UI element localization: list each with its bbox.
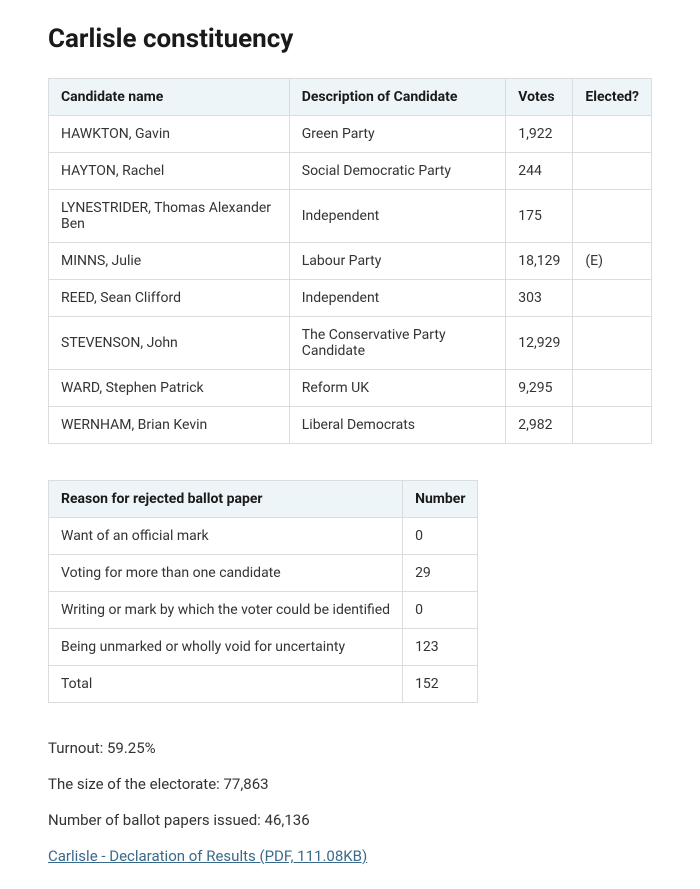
ballots-text: Number of ballot papers issued: 46,136: [48, 811, 652, 829]
table-cell: 12,929: [506, 317, 573, 370]
table-cell: Labour Party: [289, 243, 506, 280]
table-cell: [573, 153, 652, 190]
table-row: Voting for more than one candidate29: [49, 555, 478, 592]
table-cell: 123: [403, 629, 478, 666]
table-cell: Being unmarked or wholly void for uncert…: [49, 629, 403, 666]
table-cell: 0: [403, 592, 478, 629]
table-cell: 2,982: [506, 407, 573, 444]
table-cell: HAYTON, Rachel: [49, 153, 290, 190]
table-cell: 29: [403, 555, 478, 592]
table-cell: (E): [573, 243, 652, 280]
table-cell: [573, 407, 652, 444]
table-cell: 303: [506, 280, 573, 317]
col-description: Description of Candidate: [289, 79, 506, 116]
results-table: Candidate name Description of Candidate …: [48, 78, 652, 444]
table-cell: [573, 190, 652, 243]
table-row: Want of an official mark0: [49, 518, 478, 555]
table-cell: Total: [49, 666, 403, 703]
table-row: Writing or mark by which the voter could…: [49, 592, 478, 629]
table-cell: Green Party: [289, 116, 506, 153]
col-reason: Reason for rejected ballot paper: [49, 481, 403, 518]
rejected-ballots-table: Reason for rejected ballot paper Number …: [48, 480, 478, 703]
table-cell: Voting for more than one candidate: [49, 555, 403, 592]
table-cell: 175: [506, 190, 573, 243]
results-header-row: Candidate name Description of Candidate …: [49, 79, 652, 116]
table-row: WARD, Stephen PatrickReform UK9,295: [49, 370, 652, 407]
table-row: Being unmarked or wholly void for uncert…: [49, 629, 478, 666]
table-row: HAWKTON, GavinGreen Party1,922: [49, 116, 652, 153]
table-row: HAYTON, RachelSocial Democratic Party244: [49, 153, 652, 190]
table-cell: LYNESTRIDER, Thomas Alexander Ben: [49, 190, 290, 243]
table-cell: 18,129: [506, 243, 573, 280]
table-cell: MINNS, Julie: [49, 243, 290, 280]
table-row: WERNHAM, Brian KevinLiberal Democrats2,9…: [49, 407, 652, 444]
table-cell: 244: [506, 153, 573, 190]
table-cell: WARD, Stephen Patrick: [49, 370, 290, 407]
electorate-text: The size of the electorate: 77,863: [48, 775, 652, 793]
table-cell: [573, 280, 652, 317]
table-cell: Social Democratic Party: [289, 153, 506, 190]
col-elected: Elected?: [573, 79, 652, 116]
col-candidate-name: Candidate name: [49, 79, 290, 116]
table-cell: Independent: [289, 190, 506, 243]
table-cell: 9,295: [506, 370, 573, 407]
table-cell: STEVENSON, John: [49, 317, 290, 370]
table-row: Total152: [49, 666, 478, 703]
table-cell: 0: [403, 518, 478, 555]
table-row: LYNESTRIDER, Thomas Alexander BenIndepen…: [49, 190, 652, 243]
table-cell: [573, 317, 652, 370]
table-cell: 1,922: [506, 116, 573, 153]
table-cell: Independent: [289, 280, 506, 317]
table-row: STEVENSON, JohnThe Conservative Party Ca…: [49, 317, 652, 370]
table-cell: Writing or mark by which the voter could…: [49, 592, 403, 629]
table-cell: WERNHAM, Brian Kevin: [49, 407, 290, 444]
table-cell: REED, Sean Clifford: [49, 280, 290, 317]
col-number: Number: [403, 481, 478, 518]
table-cell: [573, 370, 652, 407]
table-cell: 152: [403, 666, 478, 703]
page-title: Carlisle constituency: [48, 24, 652, 54]
table-row: REED, Sean CliffordIndependent303: [49, 280, 652, 317]
table-cell: Liberal Democrats: [289, 407, 506, 444]
table-row: MINNS, JulieLabour Party18,129(E): [49, 243, 652, 280]
col-votes: Votes: [506, 79, 573, 116]
table-cell: HAWKTON, Gavin: [49, 116, 290, 153]
table-cell: Reform UK: [289, 370, 506, 407]
declaration-pdf-link[interactable]: Carlisle - Declaration of Results (PDF, …: [48, 847, 367, 865]
table-cell: Want of an official mark: [49, 518, 403, 555]
table-cell: [573, 116, 652, 153]
rejected-header-row: Reason for rejected ballot paper Number: [49, 481, 478, 518]
turnout-text: Turnout: 59.25%: [48, 739, 652, 757]
table-cell: The Conservative Party Candidate: [289, 317, 506, 370]
